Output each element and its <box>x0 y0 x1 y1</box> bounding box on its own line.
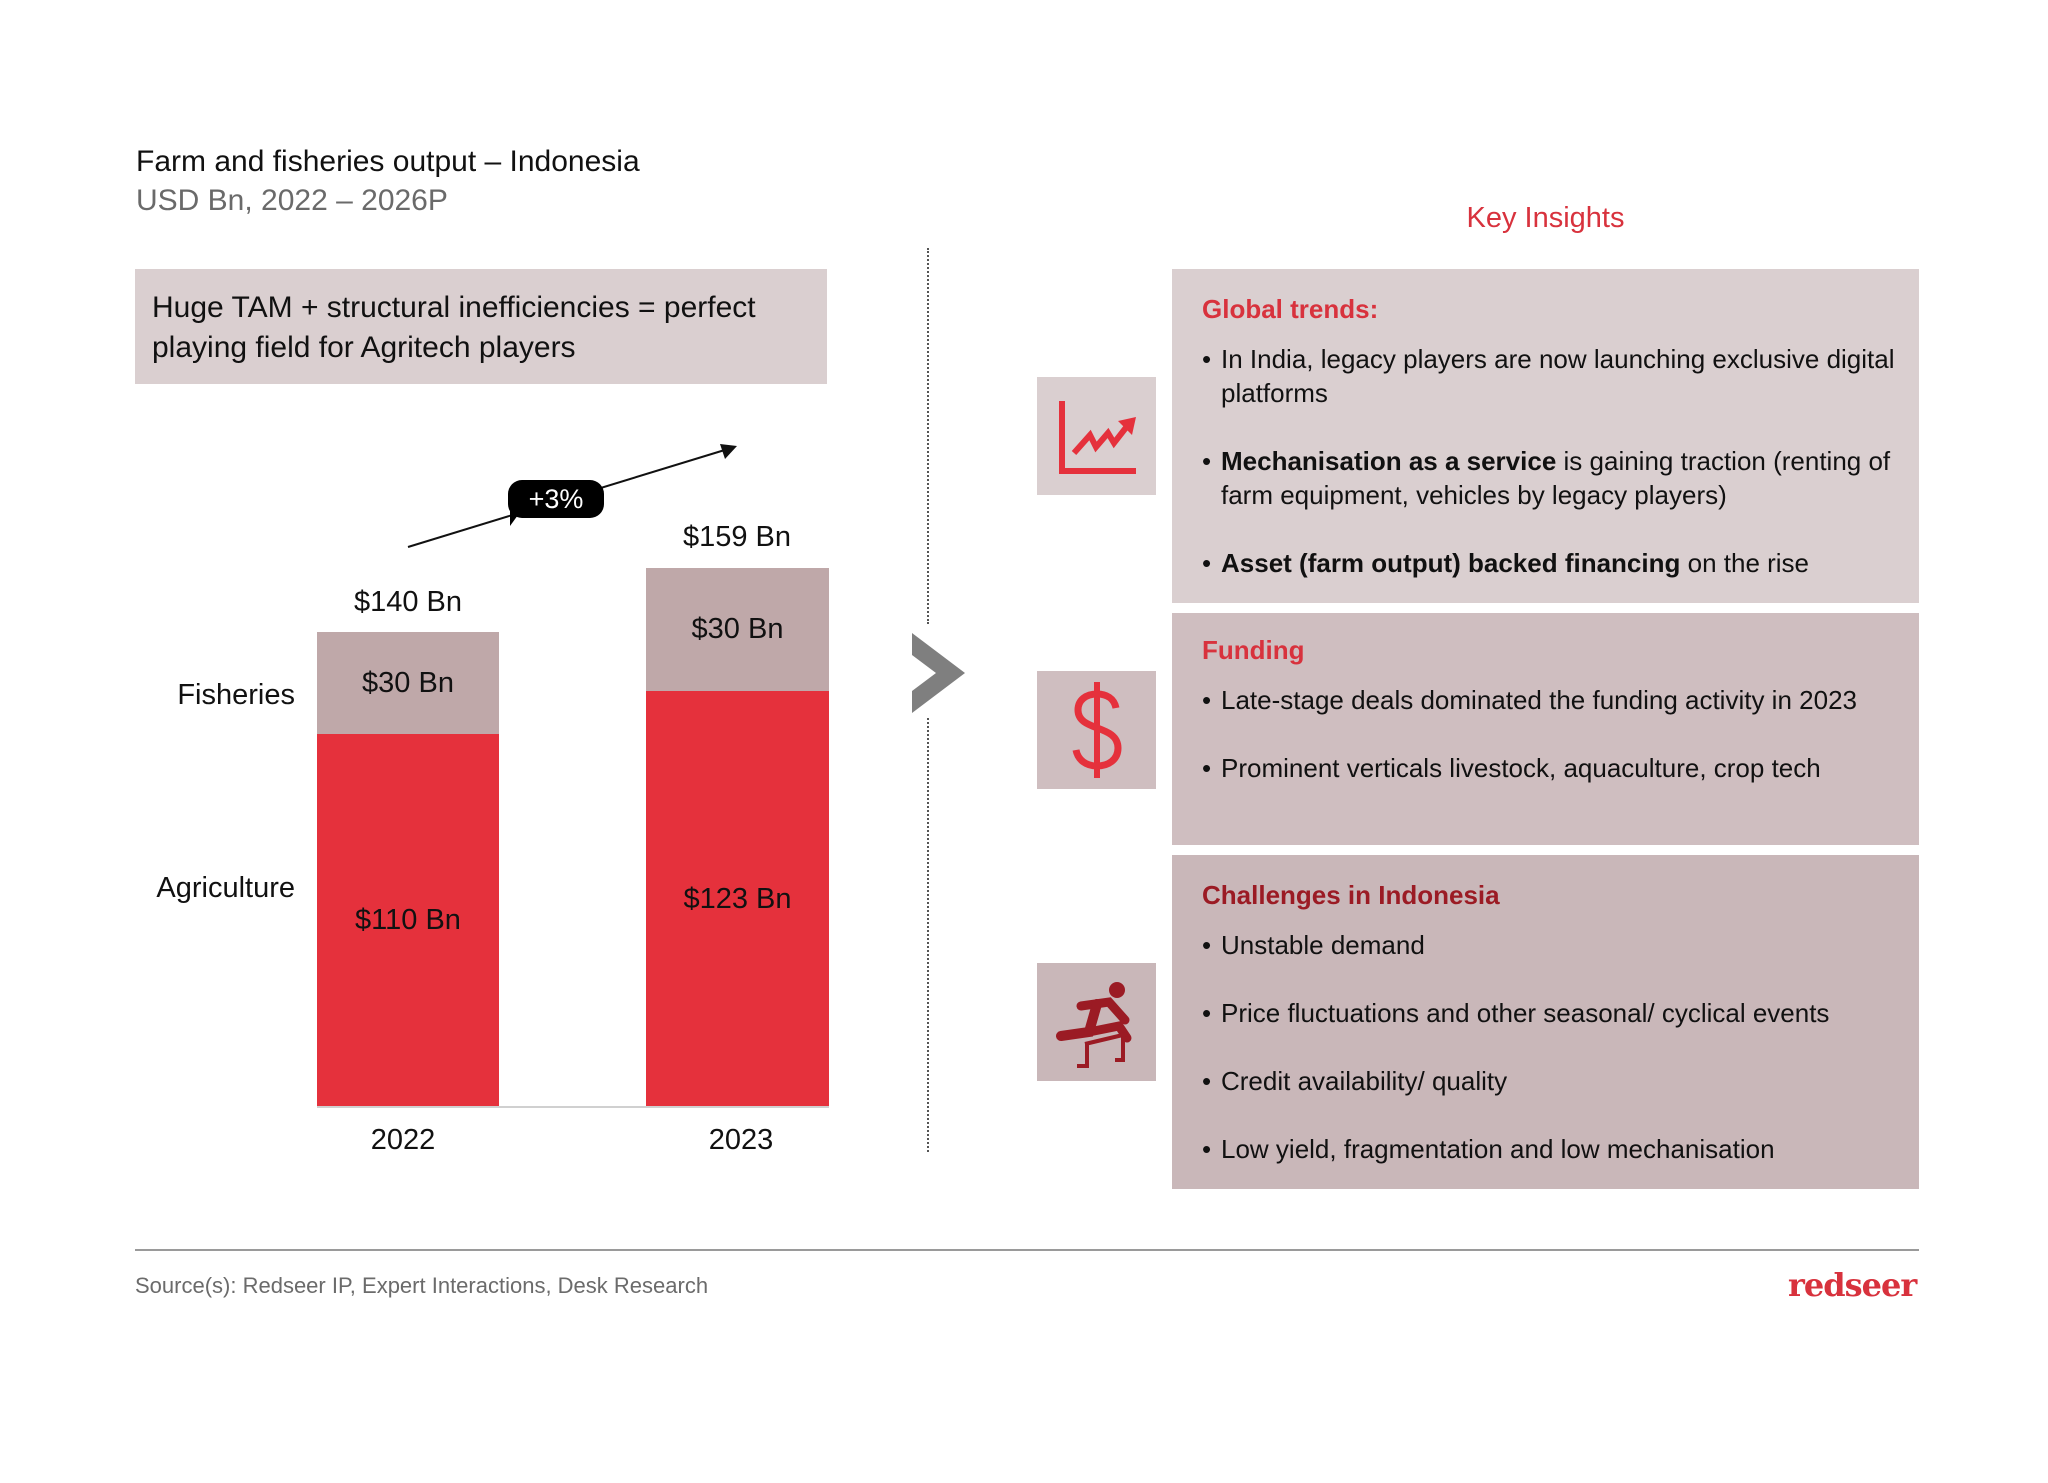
chart-baseline <box>317 1106 829 1108</box>
bar-2023-agriculture-value: $123 Bn <box>683 882 792 915</box>
bar-2022-agriculture-value: $110 Bn <box>355 904 461 936</box>
key-insights-title: Key Insights <box>1466 202 1625 234</box>
growth-label: +3% <box>508 480 604 518</box>
bullet-item: Unstable demand <box>1202 928 1911 962</box>
divider-dotted-bottom <box>927 718 929 1152</box>
bar-total-2022: $140 Bn <box>353 586 463 618</box>
bullet-item: Credit availability/ quality <box>1202 1064 1911 1098</box>
bar-2022-fisheries-value: $30 Bn <box>362 666 454 699</box>
bar-2023-fisheries: $30 Bn <box>646 568 829 691</box>
chevron-right-icon <box>912 633 965 713</box>
growth-badge: +3% <box>508 480 604 526</box>
callout-line-2: playing field for Agritech players <box>152 331 576 364</box>
insight-panel-global-trends: Global trends: In India, legacy players … <box>1172 269 1919 603</box>
redseer-logo: redseer <box>1788 1266 1917 1304</box>
bullet-item: In India, legacy players are now launchi… <box>1202 342 1911 410</box>
bullet-item: Mechanisation as a service is gaining tr… <box>1202 444 1911 512</box>
hurdle-icon-box <box>1037 963 1156 1081</box>
series-label-fisheries: Fisheries <box>177 679 295 711</box>
hurdle-icon <box>1055 982 1131 1068</box>
trend-icon-box <box>1037 377 1156 495</box>
section-heading: Funding <box>1202 635 1305 665</box>
bar-2023-fisheries-value: $30 Bn <box>691 613 784 645</box>
callout-box: Huge TAM + structural inefficiencies = p… <box>135 269 827 384</box>
bullet-item: Price fluctuations and other seasonal/ c… <box>1202 996 1911 1030</box>
insight-panel-challenges: Challenges in Indonesia Unstable demand … <box>1172 855 1919 1189</box>
insight-panel-funding: Funding Late-stage deals dominated the f… <box>1172 613 1919 845</box>
section-heading: Challenges in Indonesia <box>1202 880 1500 910</box>
section-heading: Global trends: <box>1202 294 1379 324</box>
chart-title: Farm and fisheries output – Indonesia <box>136 145 640 178</box>
bar-2022-fisheries: $30 Bn <box>317 632 499 734</box>
bar-2023-agriculture: $123 Bn <box>646 691 829 1107</box>
bar-2022-agriculture: $110 Bn <box>317 734 499 1107</box>
dollar-icon-box <box>1037 671 1156 789</box>
callout-line-1: Huge TAM + structural inefficiencies = p… <box>152 291 756 324</box>
divider-dotted-top <box>927 248 929 624</box>
bar-total-2023: $159 Bn <box>682 521 792 553</box>
series-label-agriculture: Agriculture <box>156 872 295 904</box>
footer-divider <box>135 1249 1919 1251</box>
dollar-icon <box>1072 682 1122 778</box>
chart-subtitle: USD Bn, 2022 – 2026P <box>136 184 448 217</box>
bullet-item: Asset (farm output) backed financing on … <box>1202 546 1911 580</box>
source-note: Source(s): Redseer IP, Expert Interactio… <box>135 1273 709 1298</box>
bullet-item: Low yield, fragmentation and low mechani… <box>1202 1132 1911 1166</box>
bullet-item: Late-stage deals dominated the funding a… <box>1202 683 1911 717</box>
x-label-2023: 2023 <box>708 1124 774 1156</box>
x-label-2022: 2022 <box>370 1124 436 1156</box>
trend-chart-icon <box>1058 401 1136 474</box>
bullet-item: Prominent verticals livestock, aquacultu… <box>1202 751 1911 785</box>
